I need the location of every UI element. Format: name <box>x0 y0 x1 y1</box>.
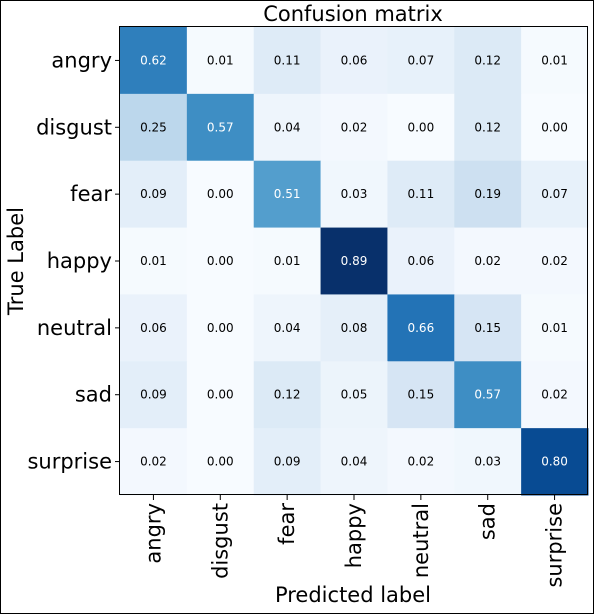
cell-value-label: 0.05 <box>341 388 368 402</box>
cell-value-label: 0.01 <box>541 321 568 335</box>
y-tick-label: angry <box>51 48 112 72</box>
cell-value-label: 0.07 <box>541 187 568 201</box>
cell-value-label: 0.01 <box>140 254 167 268</box>
cell-value-label: 0.25 <box>140 120 167 134</box>
cell-value-label: 0.12 <box>474 53 501 67</box>
cell-value-label: 0.57 <box>474 388 501 402</box>
cell-value-label: 0.00 <box>207 254 234 268</box>
y-tick-label: disgust <box>36 115 112 139</box>
cell-value-label: 0.04 <box>341 455 368 469</box>
cell-value-label: 0.89 <box>341 254 368 268</box>
x-tick-label: sad <box>476 503 500 540</box>
x-tick-label: neutral <box>409 503 433 578</box>
y-tick-label: neutral <box>37 316 112 340</box>
cell-value-label: 0.06 <box>341 53 368 67</box>
cell-value-label: 0.03 <box>474 455 501 469</box>
x-tick-label: disgust <box>208 503 232 579</box>
cell-value-label: 0.02 <box>541 388 568 402</box>
heatmap-cells: 0.62 0.01 0.11 0.06 0.07 0.12 0.01 0.25 0.57 0.04… <box>120 27 589 496</box>
cell-value-label: 0.02 <box>474 254 501 268</box>
cell-value-label: 0.57 <box>207 120 234 134</box>
x-tick-label: angry <box>141 503 165 564</box>
cell-value-label: 0.11 <box>274 53 301 67</box>
x-tick-label: surprise <box>543 503 567 588</box>
cell-value-label: 0.01 <box>541 53 568 67</box>
cell-value-label: 0.01 <box>207 53 234 67</box>
cell-value-label: 0.00 <box>207 187 234 201</box>
y-tick-label: sad <box>75 383 112 407</box>
cell-value-label: 0.00 <box>207 388 234 402</box>
cell-value-label: 0.02 <box>541 254 568 268</box>
cell-value-label: 0.19 <box>474 187 501 201</box>
cell-value-label: 0.02 <box>407 455 434 469</box>
y-tick-labels: angry disgust fear happy neutral sad surprise <box>27 48 120 473</box>
cell-value-label: 0.00 <box>407 120 434 134</box>
cell-value-label: 0.09 <box>274 455 301 469</box>
cell-value-label: 0.00 <box>207 455 234 469</box>
cell-value-label: 0.11 <box>407 187 434 201</box>
x-tick-labels: angry disgust fear happy neutral sad surprise <box>141 495 566 588</box>
cell-value-label: 0.04 <box>274 120 301 134</box>
x-tick-label: fear <box>275 503 299 545</box>
cell-value-label: 0.00 <box>207 321 234 335</box>
cell-value-label: 0.02 <box>140 455 167 469</box>
x-axis-label: Predicted label <box>275 583 431 607</box>
cell-value-label: 0.15 <box>474 321 501 335</box>
cell-value-label: 0.01 <box>274 254 301 268</box>
cell-value-label: 0.09 <box>140 187 167 201</box>
cell-value-label: 0.04 <box>274 321 301 335</box>
cell-value-label: 0.09 <box>140 388 167 402</box>
cell-value-label: 0.06 <box>407 254 434 268</box>
cell-value-label: 0.51 <box>274 187 301 201</box>
x-tick-label: happy <box>342 503 366 568</box>
cell-value-label: 0.80 <box>541 455 568 469</box>
y-tick-label: fear <box>70 182 112 206</box>
cell-value-label: 0.62 <box>140 53 167 67</box>
cell-value-label: 0.02 <box>341 120 368 134</box>
cell-value-label: 0.15 <box>407 388 434 402</box>
cell-value-label: 0.06 <box>140 321 167 335</box>
y-tick-label: happy <box>47 249 112 273</box>
cell-value-label: 0.08 <box>341 321 368 335</box>
y-axis-label: True Label <box>4 207 28 316</box>
cell-value-label: 0.07 <box>407 53 434 67</box>
cell-value-label: 0.03 <box>341 187 368 201</box>
cell-value-label: 0.66 <box>407 321 434 335</box>
y-tick-label: surprise <box>27 450 112 474</box>
cell-value-label: 0.12 <box>474 120 501 134</box>
cell-value-label: 0.00 <box>541 120 568 134</box>
cell-value-label: 0.12 <box>274 388 301 402</box>
chart-title: Confusion matrix <box>263 2 443 26</box>
